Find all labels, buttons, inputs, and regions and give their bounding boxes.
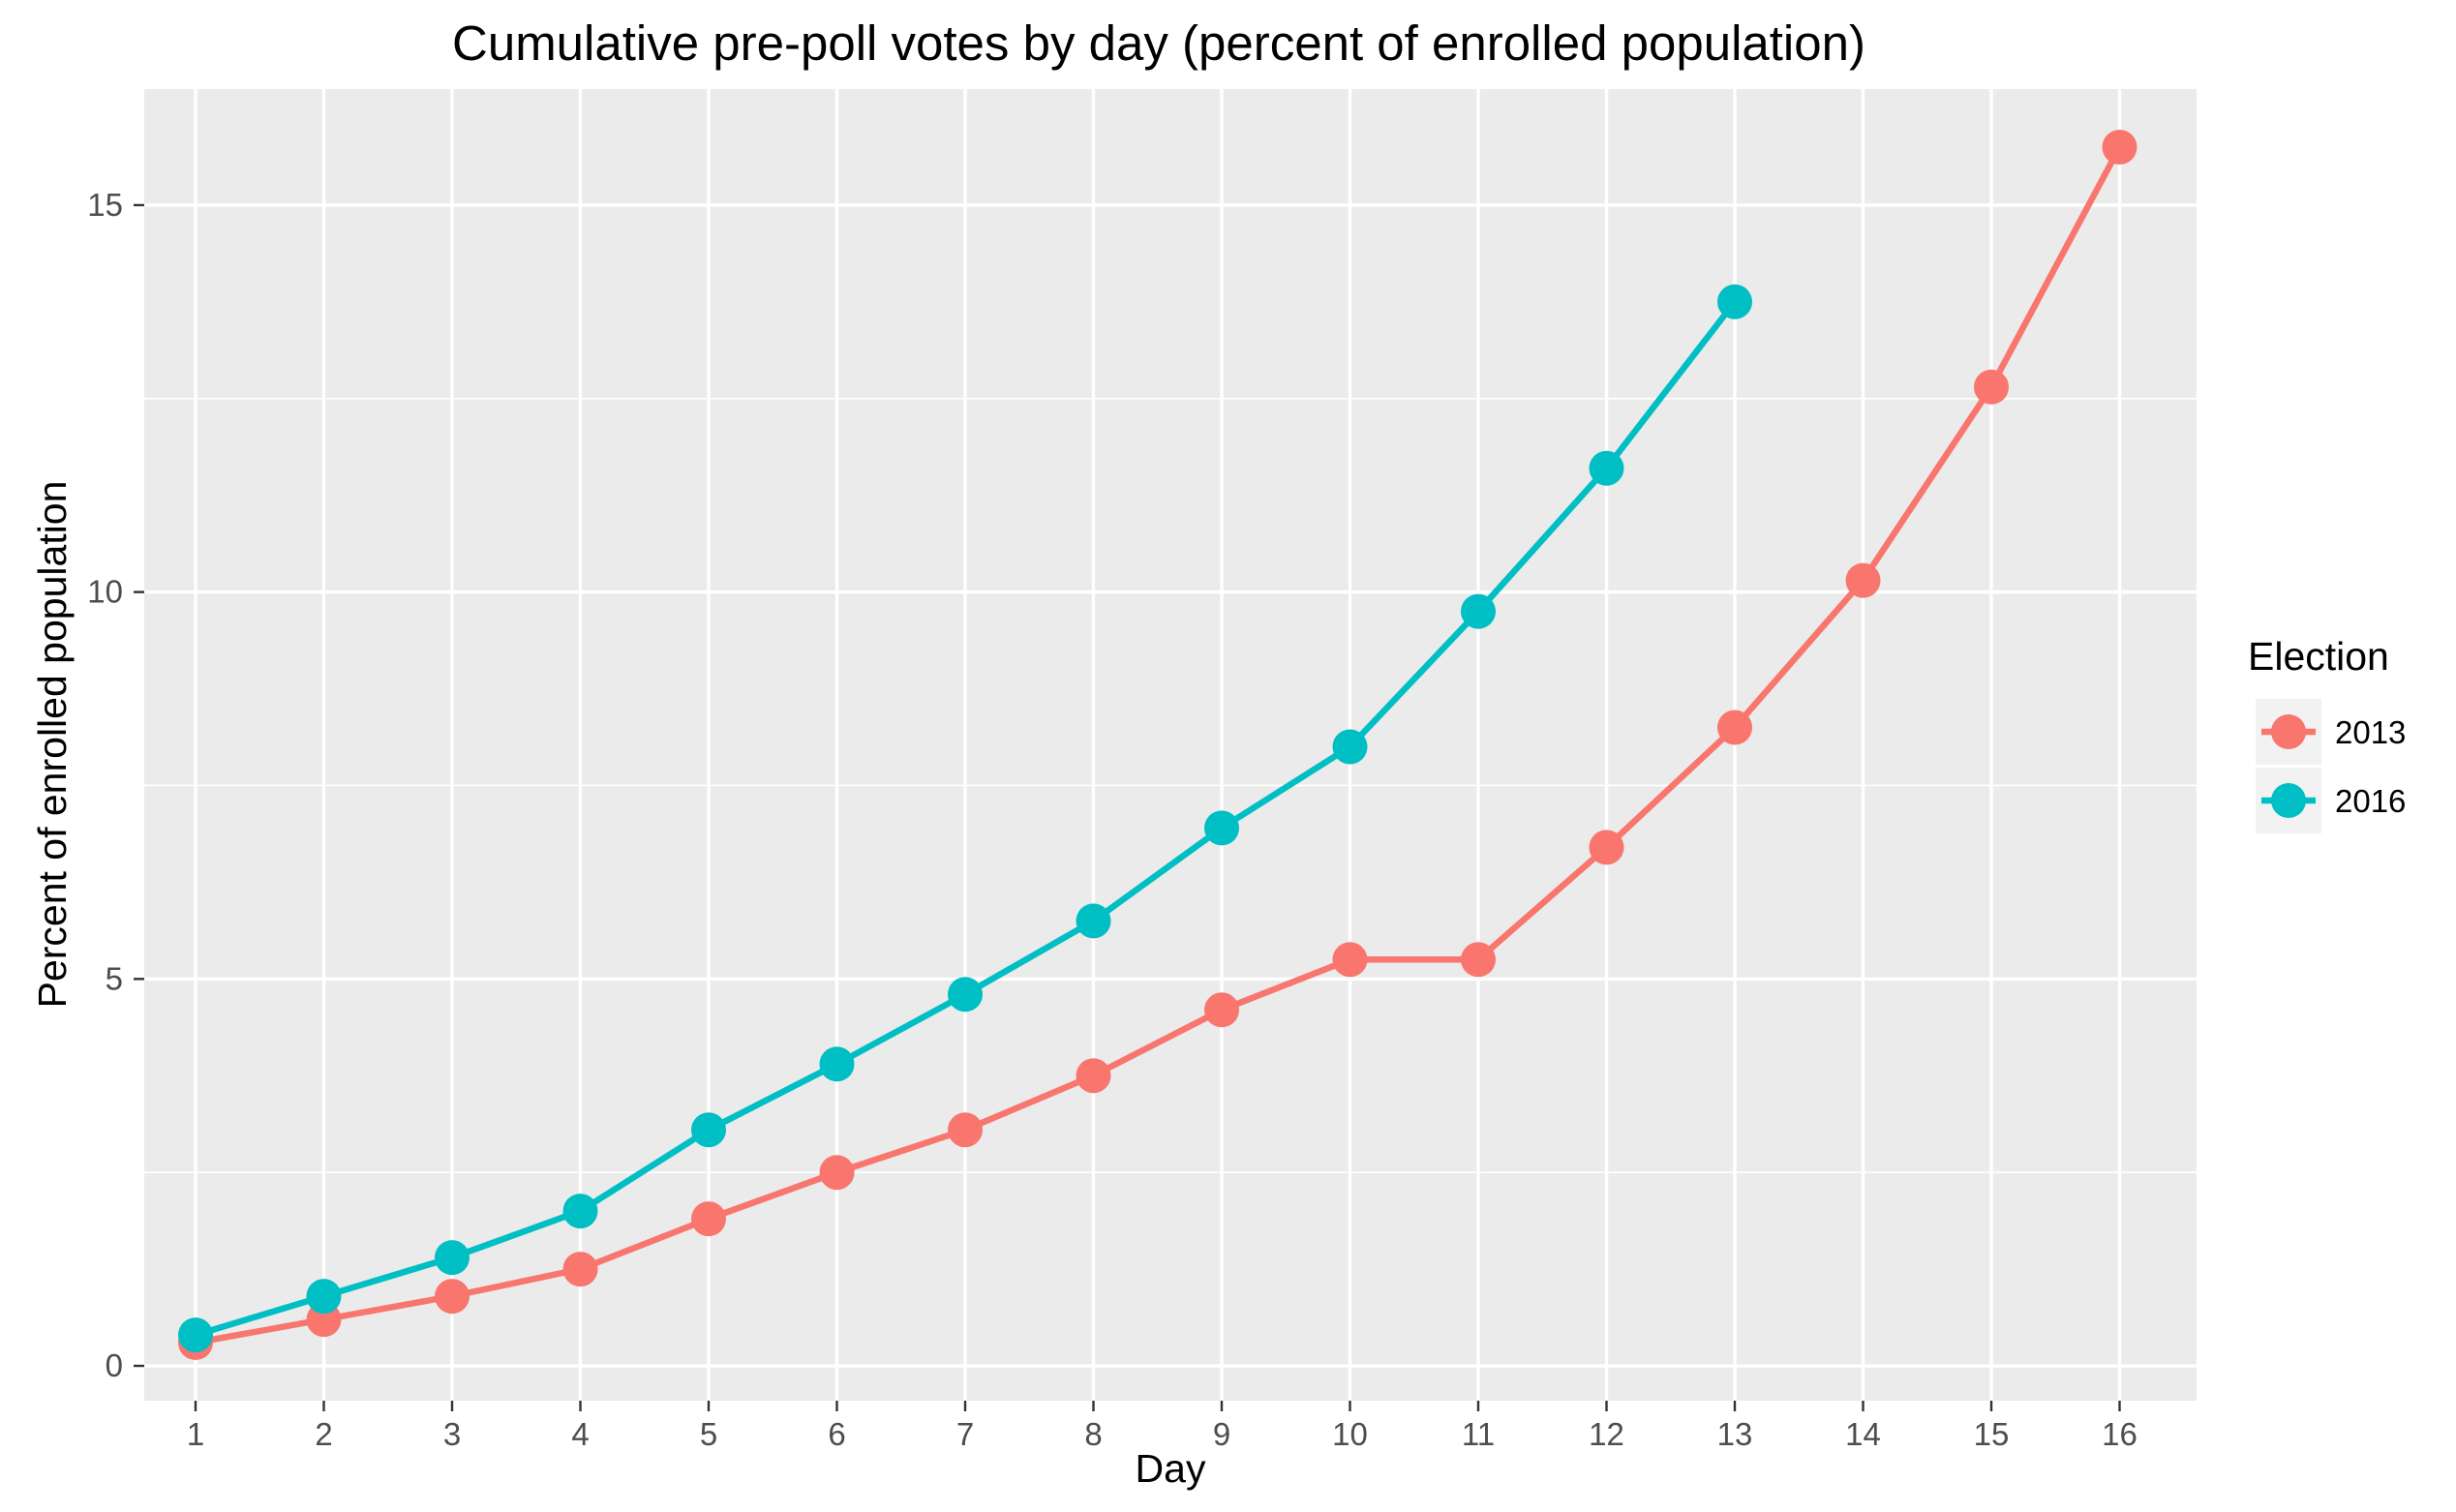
x-tick-label: 14 xyxy=(1845,1416,1881,1452)
series-2016-point xyxy=(306,1279,342,1315)
series-2016-point xyxy=(1717,284,1752,319)
legend: Election 2013 2016 xyxy=(2248,634,2406,833)
series-2013-point xyxy=(1076,1058,1111,1094)
legend-label-2013: 2013 xyxy=(2335,714,2406,750)
y-axis: 0 5 10 15 xyxy=(87,187,144,1383)
grid-major xyxy=(144,89,2197,1401)
x-tick-label: 12 xyxy=(1589,1416,1624,1452)
x-tick-label: 15 xyxy=(1974,1416,2010,1452)
series-2016-point xyxy=(1461,593,1496,629)
series-2013-point xyxy=(1204,992,1239,1028)
x-tick-label: 10 xyxy=(1332,1416,1368,1452)
legend-title: Election xyxy=(2248,634,2389,679)
legend-key-2016: 2016 xyxy=(2256,768,2406,833)
legend-keys: 2013 2016 xyxy=(2256,699,2406,833)
x-tick-label: 8 xyxy=(1084,1416,1102,1452)
y-tick-label: 10 xyxy=(87,574,123,610)
series-2016-point xyxy=(819,1046,855,1082)
series-2016-point xyxy=(1204,810,1239,846)
series-2013-point xyxy=(1332,942,1368,978)
series-2016-point xyxy=(1589,450,1624,486)
series-2013-line xyxy=(192,143,2123,1346)
x-tick-label: 2 xyxy=(315,1416,332,1452)
series-2013-point xyxy=(1461,942,1496,978)
series-2013-point xyxy=(1589,830,1624,865)
chart-title: Cumulative pre-poll votes by day (percen… xyxy=(452,15,1865,71)
x-tick-label: 13 xyxy=(1717,1416,1753,1452)
legend-key-2013: 2013 xyxy=(2256,699,2406,765)
x-tick-label: 9 xyxy=(1213,1416,1230,1452)
series-2013-point xyxy=(2102,130,2138,165)
x-tick-label: 4 xyxy=(571,1416,589,1452)
series-2013-point xyxy=(1845,562,1881,598)
legend-key-point xyxy=(2271,783,2306,818)
x-tick-label: 5 xyxy=(700,1416,717,1452)
y-axis-title: Percent of enrolled population xyxy=(30,481,75,1009)
series-2016-point xyxy=(691,1112,726,1148)
y-tick-label: 15 xyxy=(87,187,123,223)
plot-panel xyxy=(144,89,2197,1401)
series-2016-point xyxy=(435,1240,470,1276)
x-axis-title: Day xyxy=(1136,1446,1206,1491)
series-2016-point xyxy=(1332,729,1368,765)
series-2013-point xyxy=(562,1252,598,1287)
y-tick-label: 5 xyxy=(106,960,123,996)
x-tick-label: 6 xyxy=(828,1416,845,1452)
series-2013-point xyxy=(1974,369,2009,405)
grid-minor xyxy=(144,397,2197,1173)
series-2013-point xyxy=(691,1201,726,1237)
series-2013-point xyxy=(948,1112,983,1148)
series-points xyxy=(178,130,2138,1360)
y-tick-label: 0 xyxy=(106,1347,123,1383)
x-axis: 1 2 3 4 5 6 7 8 9 10 11 12 13 14 15 16 xyxy=(187,1401,2138,1452)
x-tick-label: 3 xyxy=(443,1416,461,1452)
series-2013-point xyxy=(435,1279,470,1315)
x-tick-label: 7 xyxy=(956,1416,974,1452)
series-2016-point xyxy=(562,1194,598,1229)
series-2016-point xyxy=(948,977,983,1013)
x-tick-label: 1 xyxy=(187,1416,204,1452)
series-2013-point xyxy=(819,1155,855,1191)
series-2016-point xyxy=(178,1317,213,1353)
legend-key-point xyxy=(2271,714,2306,749)
series-2013-point xyxy=(1717,710,1752,745)
series-2016-point xyxy=(1076,903,1111,939)
x-tick-label: 16 xyxy=(2102,1416,2138,1452)
legend-label-2016: 2016 xyxy=(2335,783,2406,819)
x-tick-label: 11 xyxy=(1462,1416,1495,1452)
